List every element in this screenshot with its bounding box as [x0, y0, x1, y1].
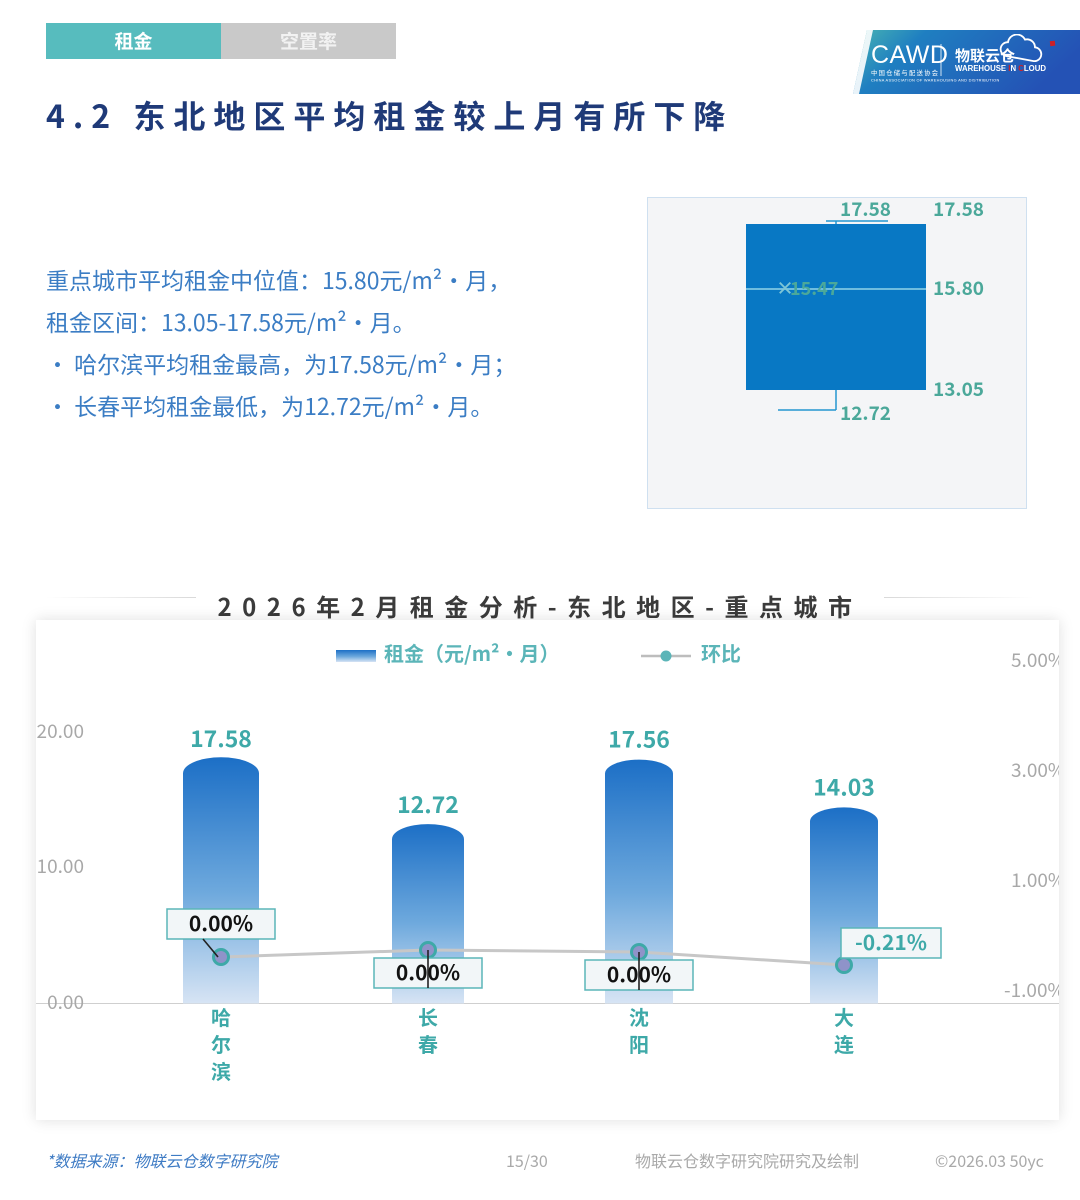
svg-text:长: 长 — [418, 1002, 438, 1031]
svg-text:CAWD: CAWD — [871, 41, 948, 69]
svg-text:春: 春 — [418, 1029, 438, 1058]
svg-text:12.72: 12.72 — [397, 786, 459, 820]
svg-text:17.58: 17.58 — [840, 198, 891, 222]
svg-text:尔: 尔 — [211, 1029, 231, 1058]
svg-text:3.00%: 3.00% — [1011, 756, 1059, 783]
svg-text:17.56: 17.56 — [608, 721, 670, 755]
svg-text:15.47: 15.47 — [790, 275, 838, 301]
svg-text:哈: 哈 — [211, 1002, 231, 1031]
svg-text:0.00%: 0.00% — [189, 908, 253, 938]
svg-text:连: 连 — [834, 1029, 854, 1058]
svg-text:中国仓储与配送协会: 中国仓储与配送协会 — [871, 68, 939, 77]
svg-text:沈: 沈 — [629, 1002, 649, 1031]
svg-text:物联云仓: 物联云仓 — [955, 45, 1015, 66]
svg-text:租金（元/m²·月）: 租金（元/m²·月） — [384, 638, 560, 667]
svg-text:20.00: 20.00 — [37, 717, 84, 744]
svg-text:10.00: 10.00 — [37, 852, 84, 879]
svg-text:5.00%: 5.00% — [1011, 646, 1059, 673]
svg-text:0.00: 0.00 — [47, 988, 84, 1015]
svg-text:1.00%: 1.00% — [1011, 866, 1059, 893]
svg-text:17.58: 17.58 — [933, 198, 984, 222]
svg-text:-0.21%: -0.21% — [855, 927, 927, 957]
svg-text:大: 大 — [834, 1002, 854, 1031]
svg-text:WAREHOUSE IN CLOUD: WAREHOUSE IN CLOUD — [955, 64, 1046, 73]
svg-text:-1.00%: -1.00% — [1004, 976, 1059, 1003]
svg-text:12.72: 12.72 — [840, 399, 891, 426]
svg-text:17.58: 17.58 — [190, 720, 252, 754]
svg-text:15.80: 15.80 — [933, 274, 984, 301]
svg-text:环比: 环比 — [701, 638, 741, 667]
svg-text:13.05: 13.05 — [933, 375, 984, 402]
svg-text:14.03: 14.03 — [813, 769, 875, 803]
svg-text:滨: 滨 — [211, 1056, 231, 1085]
svg-text:阳: 阳 — [629, 1029, 649, 1058]
